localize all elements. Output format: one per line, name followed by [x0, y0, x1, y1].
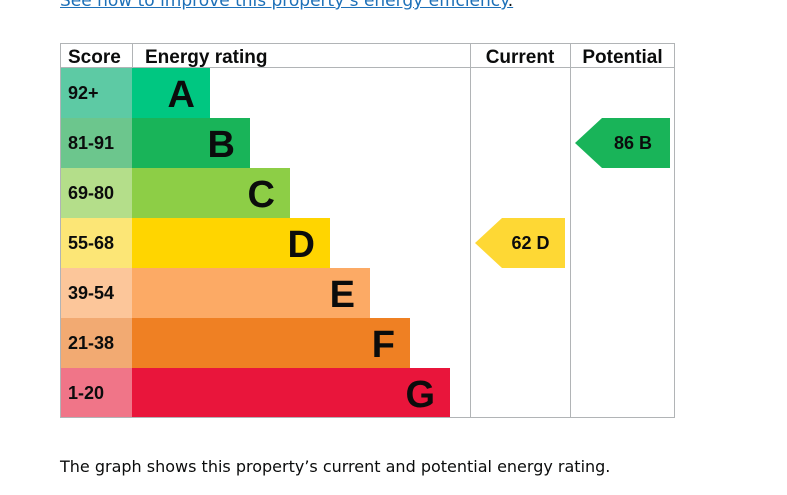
score-cell-a	[60, 68, 132, 118]
score-cell-e	[60, 268, 132, 318]
score-range-a: 92+	[68, 83, 99, 103]
potential-rating-arrow-label: 86 B	[614, 133, 652, 153]
rating-letter-f: F	[372, 324, 395, 366]
rating-letter-d: D	[288, 224, 315, 266]
score-cell-b	[60, 118, 132, 168]
current-rating-arrow-label: 62 D	[511, 233, 549, 253]
score-cell-c	[60, 168, 132, 218]
chart-caption: The graph shows this property’s current …	[60, 457, 611, 476]
potential-header: Potential	[582, 47, 662, 68]
link-period: .	[507, 0, 514, 11]
rating-letter-g: G	[405, 374, 435, 416]
score-cell-d	[60, 218, 132, 268]
rating-letter-b: B	[208, 124, 235, 166]
score-header: Score	[68, 47, 121, 68]
potential-rating-arrow	[575, 118, 670, 168]
rating-bar-a	[132, 68, 210, 118]
score-range-d: 55-68	[68, 233, 114, 253]
score-range-b: 81-91	[68, 133, 114, 153]
energy-rating-header: Energy rating	[145, 47, 267, 68]
improve-efficiency-link[interactable]: See how to improve this property’s energ…	[60, 0, 513, 11]
rating-letter-c: C	[248, 174, 275, 216]
score-range-g: 1-20	[68, 383, 104, 403]
score-range-c: 69-80	[68, 183, 114, 203]
rating-bar-d	[132, 218, 330, 268]
rating-bar-e	[132, 268, 370, 318]
current-rating-arrow	[475, 218, 565, 268]
rating-bar-f	[132, 318, 410, 368]
rating-bar-c	[132, 168, 290, 218]
rating-bar-g	[132, 368, 450, 418]
current-header: Current	[486, 47, 555, 68]
score-range-e: 39-54	[68, 283, 114, 303]
energy-rating-chart: Score Energy rating Current Potential 92+ A 81…	[60, 43, 675, 418]
improve-efficiency-link-text[interactable]: See how to improve this property’s energ…	[60, 0, 508, 11]
score-cell-f	[60, 318, 132, 368]
rating-bar-b	[132, 118, 250, 168]
rating-letter-e: E	[330, 274, 355, 316]
score-range-f: 21-38	[68, 333, 114, 353]
rating-letter-a: A	[168, 74, 195, 116]
score-cell-g	[60, 368, 132, 418]
